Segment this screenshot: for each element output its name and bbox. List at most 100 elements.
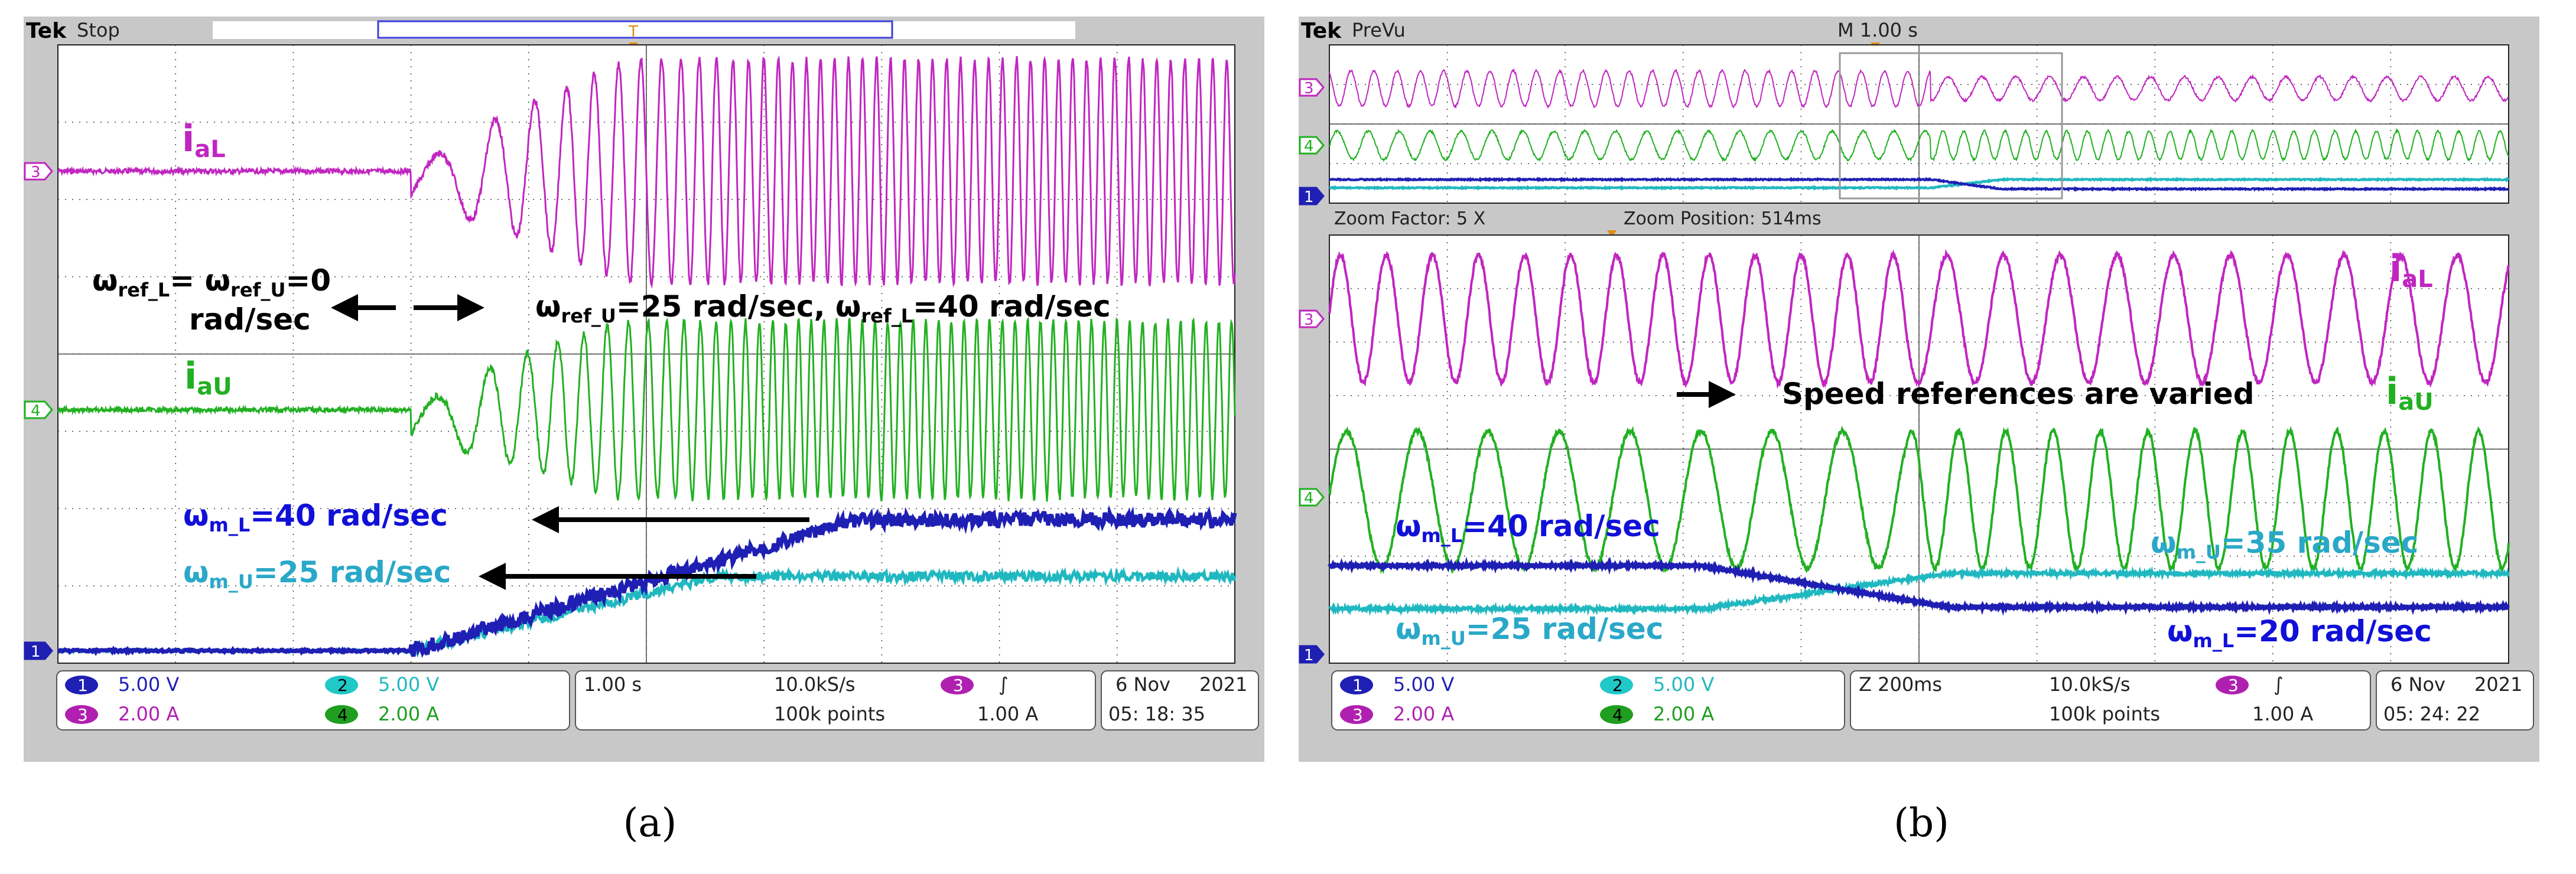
zoom-grid bbox=[1329, 235, 2509, 663]
svg-text:2.00 A: 2.00 A bbox=[1653, 703, 1714, 725]
svg-text:10.0kS/s: 10.0kS/s bbox=[774, 673, 856, 696]
ref-zero-line1: ωref_L= ωref_U=0 bbox=[92, 263, 331, 301]
ref-step-label: ωref_U=25 rad/sec, ωref_L=40 rad/sec bbox=[535, 289, 1111, 327]
svg-text:1: 1 bbox=[77, 676, 88, 695]
trigger-t-marker: T bbox=[628, 23, 638, 41]
svg-text:100k points: 100k points bbox=[774, 703, 885, 725]
svg-text:2: 2 bbox=[337, 676, 348, 695]
arrow-right-ref bbox=[414, 294, 484, 321]
svg-text:3: 3 bbox=[1352, 705, 1363, 725]
svg-text:6 Nov: 6 Nov bbox=[2390, 673, 2445, 696]
tek-logo: Tek bbox=[1301, 19, 1342, 43]
label-wmu25-b: ωm_U=25 rad/sec bbox=[1396, 612, 1663, 650]
svg-text:3: 3 bbox=[77, 705, 88, 725]
svg-text:4: 4 bbox=[1304, 138, 1314, 155]
svg-text:3: 3 bbox=[953, 676, 964, 695]
svg-text:3: 3 bbox=[1304, 311, 1314, 329]
record-window bbox=[377, 20, 893, 39]
svg-text:∫: ∫ bbox=[2273, 673, 2284, 696]
zoom-trace-wml bbox=[1328, 556, 2510, 616]
svg-text:2: 2 bbox=[1612, 676, 1623, 695]
svg-text:4: 4 bbox=[337, 705, 348, 725]
ch4-marker: 4 bbox=[24, 400, 53, 420]
overview-ch4-marker: 4 bbox=[1299, 136, 1325, 155]
svg-text:4: 4 bbox=[31, 402, 41, 420]
svg-text:3: 3 bbox=[2228, 676, 2239, 695]
svg-text:1: 1 bbox=[1304, 647, 1314, 664]
svg-text:05: 24: 22: 05: 24: 22 bbox=[2383, 703, 2480, 725]
ch1-marker: 1 bbox=[24, 641, 53, 661]
svg-text:10.0kS/s: 10.0kS/s bbox=[2049, 673, 2131, 696]
svg-text:05: 18: 35: 05: 18: 35 bbox=[1108, 703, 1205, 725]
oscilloscope-panel-a: Tek Stop T 3 4 1 iaL iaU ωref_L= ωref_U=… bbox=[24, 17, 1264, 762]
arrow-annotation bbox=[1677, 381, 1736, 408]
svg-text:1.00 s: 1.00 s bbox=[584, 673, 642, 696]
main-timebase: M 1.00 s bbox=[1837, 19, 1918, 41]
record-bar bbox=[213, 21, 1075, 39]
overview-trace-ial bbox=[1329, 68, 2509, 109]
svg-text:2.00 A: 2.00 A bbox=[378, 703, 439, 725]
zoom-factor: Zoom Factor: 5 X bbox=[1334, 208, 1485, 229]
svg-text:2.00 A: 2.00 A bbox=[118, 703, 179, 725]
svg-text:1.00 A: 1.00 A bbox=[977, 703, 1038, 725]
svg-text:5.00 V: 5.00 V bbox=[1393, 673, 1454, 696]
zoom-trace-ial bbox=[1328, 249, 2510, 389]
ref-zero-line2: rad/sec bbox=[189, 302, 311, 337]
overview-grid bbox=[1329, 45, 2509, 203]
status-bar-a: 1 5.00 V 2 5.00 V 3 2.00 A 4 2.00 A 1.00… bbox=[56, 670, 1259, 730]
zoom-window-box bbox=[1839, 52, 2063, 200]
svg-text:2021: 2021 bbox=[1199, 673, 1247, 696]
label-iau-b: iaU bbox=[2386, 370, 2434, 416]
arrow-to-wml-label bbox=[532, 506, 809, 533]
zoom-trigger-marker bbox=[1607, 230, 1616, 237]
acquisition-status: PreVu bbox=[1352, 19, 1406, 41]
svg-text:2.00 A: 2.00 A bbox=[1393, 703, 1454, 725]
svg-text:5.00 V: 5.00 V bbox=[118, 673, 179, 696]
svg-text:1: 1 bbox=[1352, 676, 1363, 695]
oscilloscope-panel-b: Tek PreVu M 1.00 s 3 4 1 Zoom Factor: 5 … bbox=[1299, 17, 2539, 762]
svg-text:5.00 V: 5.00 V bbox=[1653, 673, 1714, 696]
label-wml20-b: ωm_L=20 rad/sec bbox=[2167, 614, 2432, 652]
label-wmu35-b: ωm_U=35 rad/sec bbox=[2151, 526, 2418, 563]
arrow-to-wmu-label bbox=[479, 563, 756, 590]
overview-ch3-marker: 3 bbox=[1299, 78, 1325, 97]
label-ial-a: iaL bbox=[182, 117, 226, 163]
svg-text:1: 1 bbox=[31, 643, 41, 661]
arrow-left-ref bbox=[331, 294, 396, 321]
svg-text:3: 3 bbox=[31, 164, 41, 181]
overview-trace-wmu bbox=[1329, 177, 2510, 191]
svg-text:4: 4 bbox=[1304, 490, 1314, 507]
label-ial-b: iaL bbox=[2389, 247, 2433, 293]
label-wml40-b: ωm_L=40 rad/sec bbox=[1396, 509, 1660, 547]
zoom-ch1-marker: 1 bbox=[1299, 645, 1325, 664]
zoom-ch4-marker: 4 bbox=[1299, 488, 1325, 507]
caption-b: (b) bbox=[1894, 800, 1949, 846]
overview-trace-iau bbox=[1329, 128, 2509, 162]
svg-text:Z 200ms: Z 200ms bbox=[1859, 673, 1942, 696]
label-iau-a: iaU bbox=[184, 354, 232, 400]
zoom-trace-wmu bbox=[1328, 566, 2510, 617]
status-bar-b: 1 5.00 V 2 5.00 V 3 2.00 A 4 2.00 A Z 20… bbox=[1331, 670, 2534, 730]
acquisition-status: Stop bbox=[77, 19, 120, 41]
overview-ch1-marker: 1 bbox=[1299, 187, 1325, 206]
trace-ial-a bbox=[57, 55, 1236, 289]
overview-trace-wml bbox=[1328, 176, 2510, 193]
svg-text:∫: ∫ bbox=[998, 673, 1009, 696]
label-wmu25-a: ωm_U=25 rad/sec bbox=[183, 555, 451, 593]
svg-text:1.00 A: 1.00 A bbox=[2252, 703, 2313, 725]
svg-text:5.00 V: 5.00 V bbox=[378, 673, 439, 696]
svg-text:1: 1 bbox=[1304, 188, 1314, 206]
svg-text:6 Nov: 6 Nov bbox=[1115, 673, 1170, 696]
label-wml40-a: ωm_L=40 rad/sec bbox=[183, 498, 448, 536]
tek-logo: Tek bbox=[26, 19, 67, 43]
annotation-speed-refs: Speed references are varied bbox=[1782, 377, 2255, 411]
zoom-position: Zoom Position: 514ms bbox=[1624, 208, 1822, 229]
ch3-marker: 3 bbox=[24, 162, 53, 181]
trace-iau-a bbox=[57, 317, 1236, 502]
svg-text:2021: 2021 bbox=[2474, 673, 2522, 696]
caption-a: (a) bbox=[623, 800, 677, 846]
zoom-ch3-marker: 3 bbox=[1299, 309, 1325, 329]
svg-text:100k points: 100k points bbox=[2049, 703, 2160, 725]
svg-text:4: 4 bbox=[1612, 705, 1623, 725]
svg-text:3: 3 bbox=[1304, 80, 1314, 97]
